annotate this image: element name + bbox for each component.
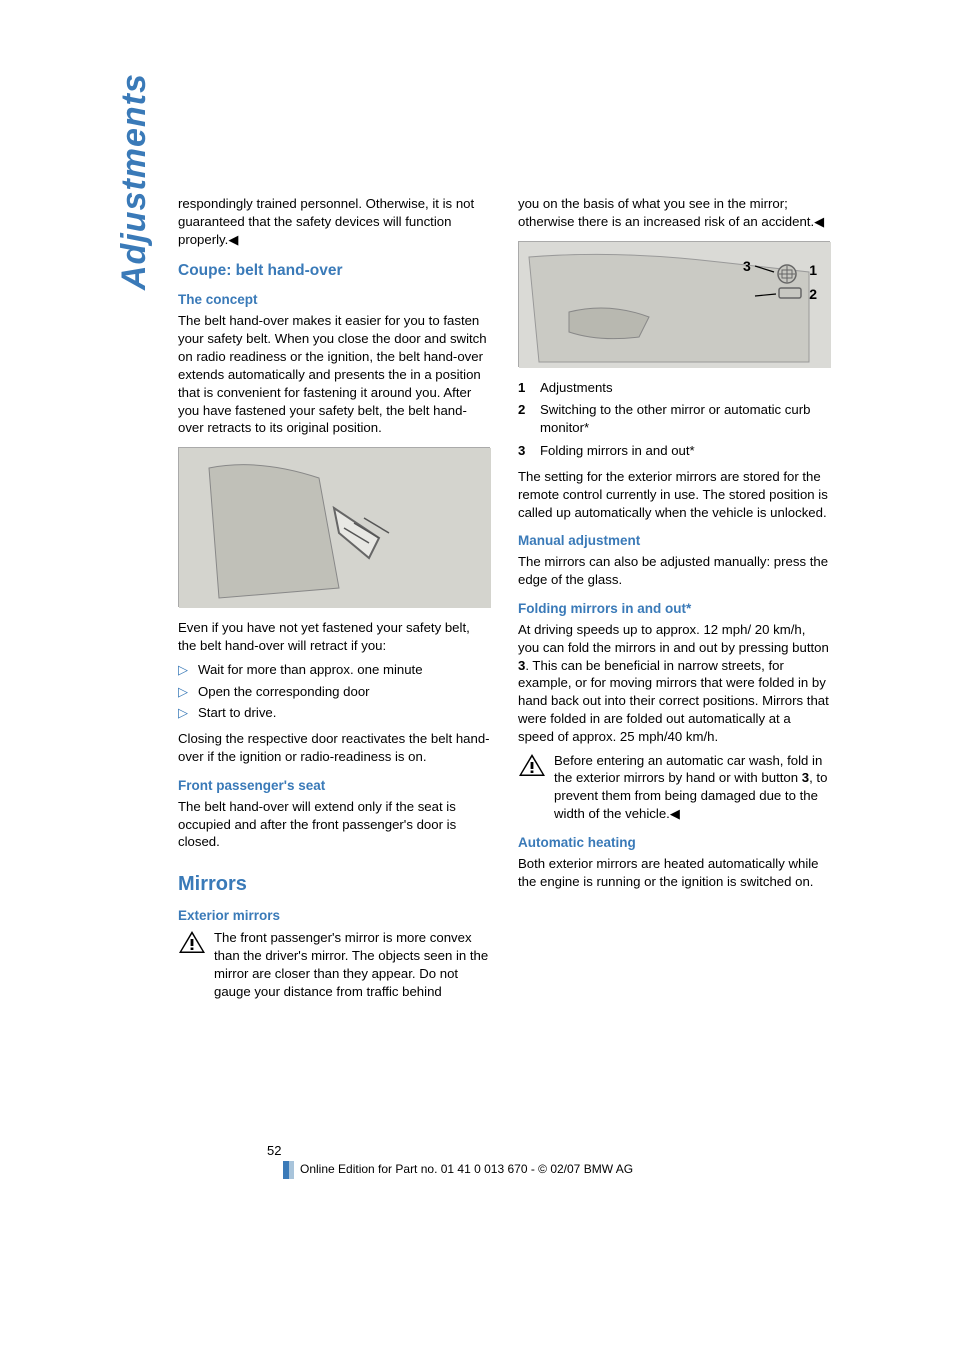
text-segment: . This can be beneficial in narrow stree… bbox=[518, 658, 829, 744]
list-item-label: Switching to the other mirror or automat… bbox=[540, 401, 830, 437]
automatic-heating-paragraph: Both exterior mirrors are heated automat… bbox=[518, 855, 830, 891]
folding-mirrors-paragraph: At driving speeds up to approx. 12 mph/ … bbox=[518, 621, 830, 746]
callout-2: 2 bbox=[809, 286, 817, 302]
warning-icon bbox=[518, 753, 546, 777]
exterior-mirrors-heading: Exterior mirrors bbox=[178, 908, 490, 923]
folding-mirrors-heading: Folding mirrors in and out* bbox=[518, 601, 830, 616]
triangle-bullet-icon: ▷ bbox=[178, 661, 188, 679]
intro-continuation: you on the basis of what you see in the … bbox=[518, 195, 830, 231]
footer-text: Online Edition for Part no. 01 41 0 013 … bbox=[300, 1162, 633, 1176]
seat-illustration-svg bbox=[179, 448, 491, 608]
left-column: respondingly trained personnel. Otherwis… bbox=[178, 195, 490, 1001]
footer-accent-bar-light bbox=[289, 1161, 294, 1179]
retract-paragraph: Even if you have not yet fastened your s… bbox=[178, 619, 490, 655]
page-number: 52 bbox=[267, 1143, 281, 1158]
content-area: respondingly trained personnel. Otherwis… bbox=[178, 195, 830, 1001]
list-item: 1 Adjustments bbox=[518, 379, 830, 397]
warning-block: Before entering an automatic car wash, f… bbox=[518, 752, 830, 823]
retract-bullet-list: ▷ Wait for more than approx. one minute … bbox=[178, 661, 490, 722]
triangle-bullet-icon: ▷ bbox=[178, 683, 188, 701]
list-item: 3 Folding mirrors in and out* bbox=[518, 442, 830, 460]
list-item-label: Start to drive. bbox=[198, 704, 276, 722]
list-number: 2 bbox=[518, 401, 528, 419]
list-item-label: Folding mirrors in and out* bbox=[540, 442, 695, 460]
callout-1: 1 bbox=[809, 262, 817, 278]
coupe-heading: Coupe: belt hand-over bbox=[178, 262, 490, 280]
warning-icon bbox=[178, 930, 206, 954]
closing-paragraph: Closing the respective door reactivates … bbox=[178, 730, 490, 766]
belt-handover-illustration bbox=[178, 447, 490, 607]
manual-adjustment-heading: Manual adjustment bbox=[518, 533, 830, 548]
warning-text: The front passenger's mirror is more con… bbox=[214, 929, 490, 1000]
front-passenger-paragraph: The belt hand-over will extend only if t… bbox=[178, 798, 490, 851]
list-item: ▷ Open the corresponding door bbox=[178, 683, 490, 701]
warning-block: The front passenger's mirror is more con… bbox=[178, 929, 490, 1000]
triangle-bullet-icon: ▷ bbox=[178, 704, 188, 722]
section-tab-title: Adjustments bbox=[115, 73, 154, 290]
callout-3: 3 bbox=[743, 258, 751, 274]
list-item-label: Wait for more than approx. one minute bbox=[198, 661, 423, 679]
concept-paragraph: The belt hand-over makes it easier for y… bbox=[178, 312, 490, 437]
list-item-label: Open the corresponding door bbox=[198, 683, 370, 701]
concept-heading: The concept bbox=[178, 292, 490, 307]
mirror-controls-svg bbox=[519, 242, 831, 368]
button-ref-3: 3 bbox=[802, 770, 809, 785]
stored-settings-paragraph: The setting for the exterior mirrors are… bbox=[518, 468, 830, 521]
list-item: ▷ Wait for more than approx. one minute bbox=[178, 661, 490, 679]
intro-paragraph: respondingly trained personnel. Otherwis… bbox=[178, 195, 490, 248]
callout-legend-list: 1 Adjustments 2 Switching to the other m… bbox=[518, 379, 830, 460]
mirror-controls-illustration: 1 2 3 bbox=[518, 241, 830, 367]
front-passenger-heading: Front passenger's seat bbox=[178, 778, 490, 793]
list-item: ▷ Start to drive. bbox=[178, 704, 490, 722]
list-item: 2 Switching to the other mirror or autom… bbox=[518, 401, 830, 437]
automatic-heating-heading: Automatic heating bbox=[518, 835, 830, 850]
list-number: 3 bbox=[518, 442, 528, 460]
mirrors-heading: Mirrors bbox=[178, 873, 490, 896]
text-segment: At driving speeds up to approx. 12 mph/ … bbox=[518, 622, 829, 655]
text-segment: Before entering an automatic car wash, f… bbox=[554, 753, 822, 786]
list-item-label: Adjustments bbox=[540, 379, 613, 397]
right-column: you on the basis of what you see in the … bbox=[518, 195, 830, 1001]
list-number: 1 bbox=[518, 379, 528, 397]
warning-text: Before entering an automatic car wash, f… bbox=[554, 752, 830, 823]
manual-adjustment-paragraph: The mirrors can also be adjusted manuall… bbox=[518, 553, 830, 589]
